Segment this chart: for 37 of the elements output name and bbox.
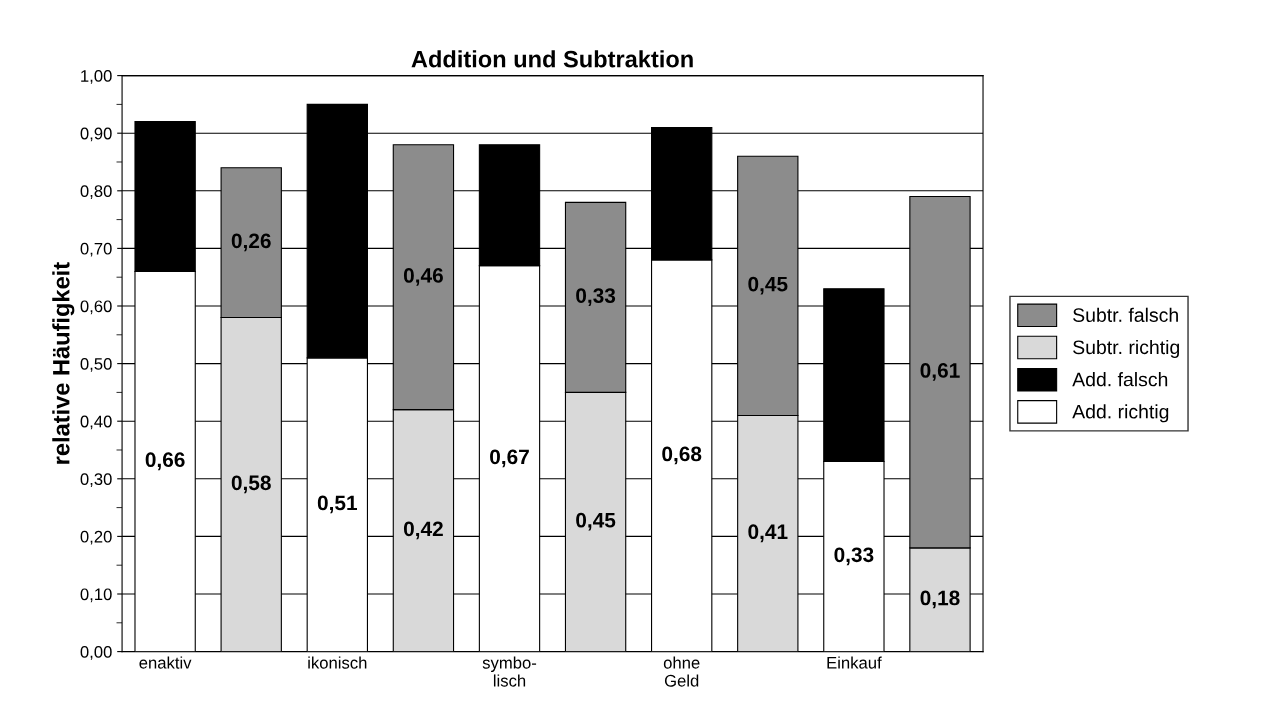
x-tick-label: symbo- lisch: [482, 656, 537, 687]
data-label: 0,51: [317, 495, 358, 514]
data-label: 0,68: [662, 446, 702, 465]
y-tick-label: 0,00: [80, 646, 112, 660]
data-label: 0,33: [834, 547, 874, 566]
y-tick-label: 0,10: [80, 588, 112, 603]
y-tick-label: 0,80: [80, 185, 112, 199]
data-label: 0,45: [748, 276, 788, 295]
x-tick-label: enaktiv: [139, 656, 192, 669]
data-label: 0,66: [145, 452, 185, 471]
y-tick-label: 0,60: [80, 300, 112, 315]
legend-label: Add. richtig: [1072, 404, 1169, 423]
y-tick-label: 0,30: [80, 473, 112, 487]
data-label: 0,61: [920, 363, 960, 381]
data-label: 0,33: [576, 288, 616, 306]
y-tick-label: 0,20: [80, 530, 112, 545]
legend-label: Subtr. falsch: [1073, 307, 1178, 322]
chart-title: Addition und Subtraktion: [411, 50, 693, 68]
y-tick-label: 0,70: [80, 242, 112, 257]
data-label: 0,58: [231, 475, 271, 494]
y-tick-label: 0,50: [80, 358, 112, 372]
data-label: 0,18: [920, 590, 960, 609]
x-tick-label: Einkauf: [827, 656, 882, 669]
legend-label: Add. falsch: [1072, 372, 1168, 387]
data-label: 0,45: [576, 512, 616, 531]
x-tick-label: ohne Geld: [663, 656, 700, 687]
y-tick-label: 0,90: [80, 127, 112, 142]
legend-label: Subtr. richtig: [1073, 339, 1180, 359]
y-tick-label: 0,40: [80, 415, 112, 430]
data-label: 0,42: [403, 521, 443, 540]
data-label: 0,41: [748, 524, 788, 543]
y-tick-label: 1,00: [81, 70, 112, 84]
data-label: 0,67: [490, 449, 529, 468]
y-axis-title: relative Häufigkeit: [52, 262, 75, 464]
data-label: 0,46: [403, 268, 443, 286]
data-label: 0,26: [231, 233, 271, 252]
x-tick-label: ikonisch: [308, 656, 367, 669]
